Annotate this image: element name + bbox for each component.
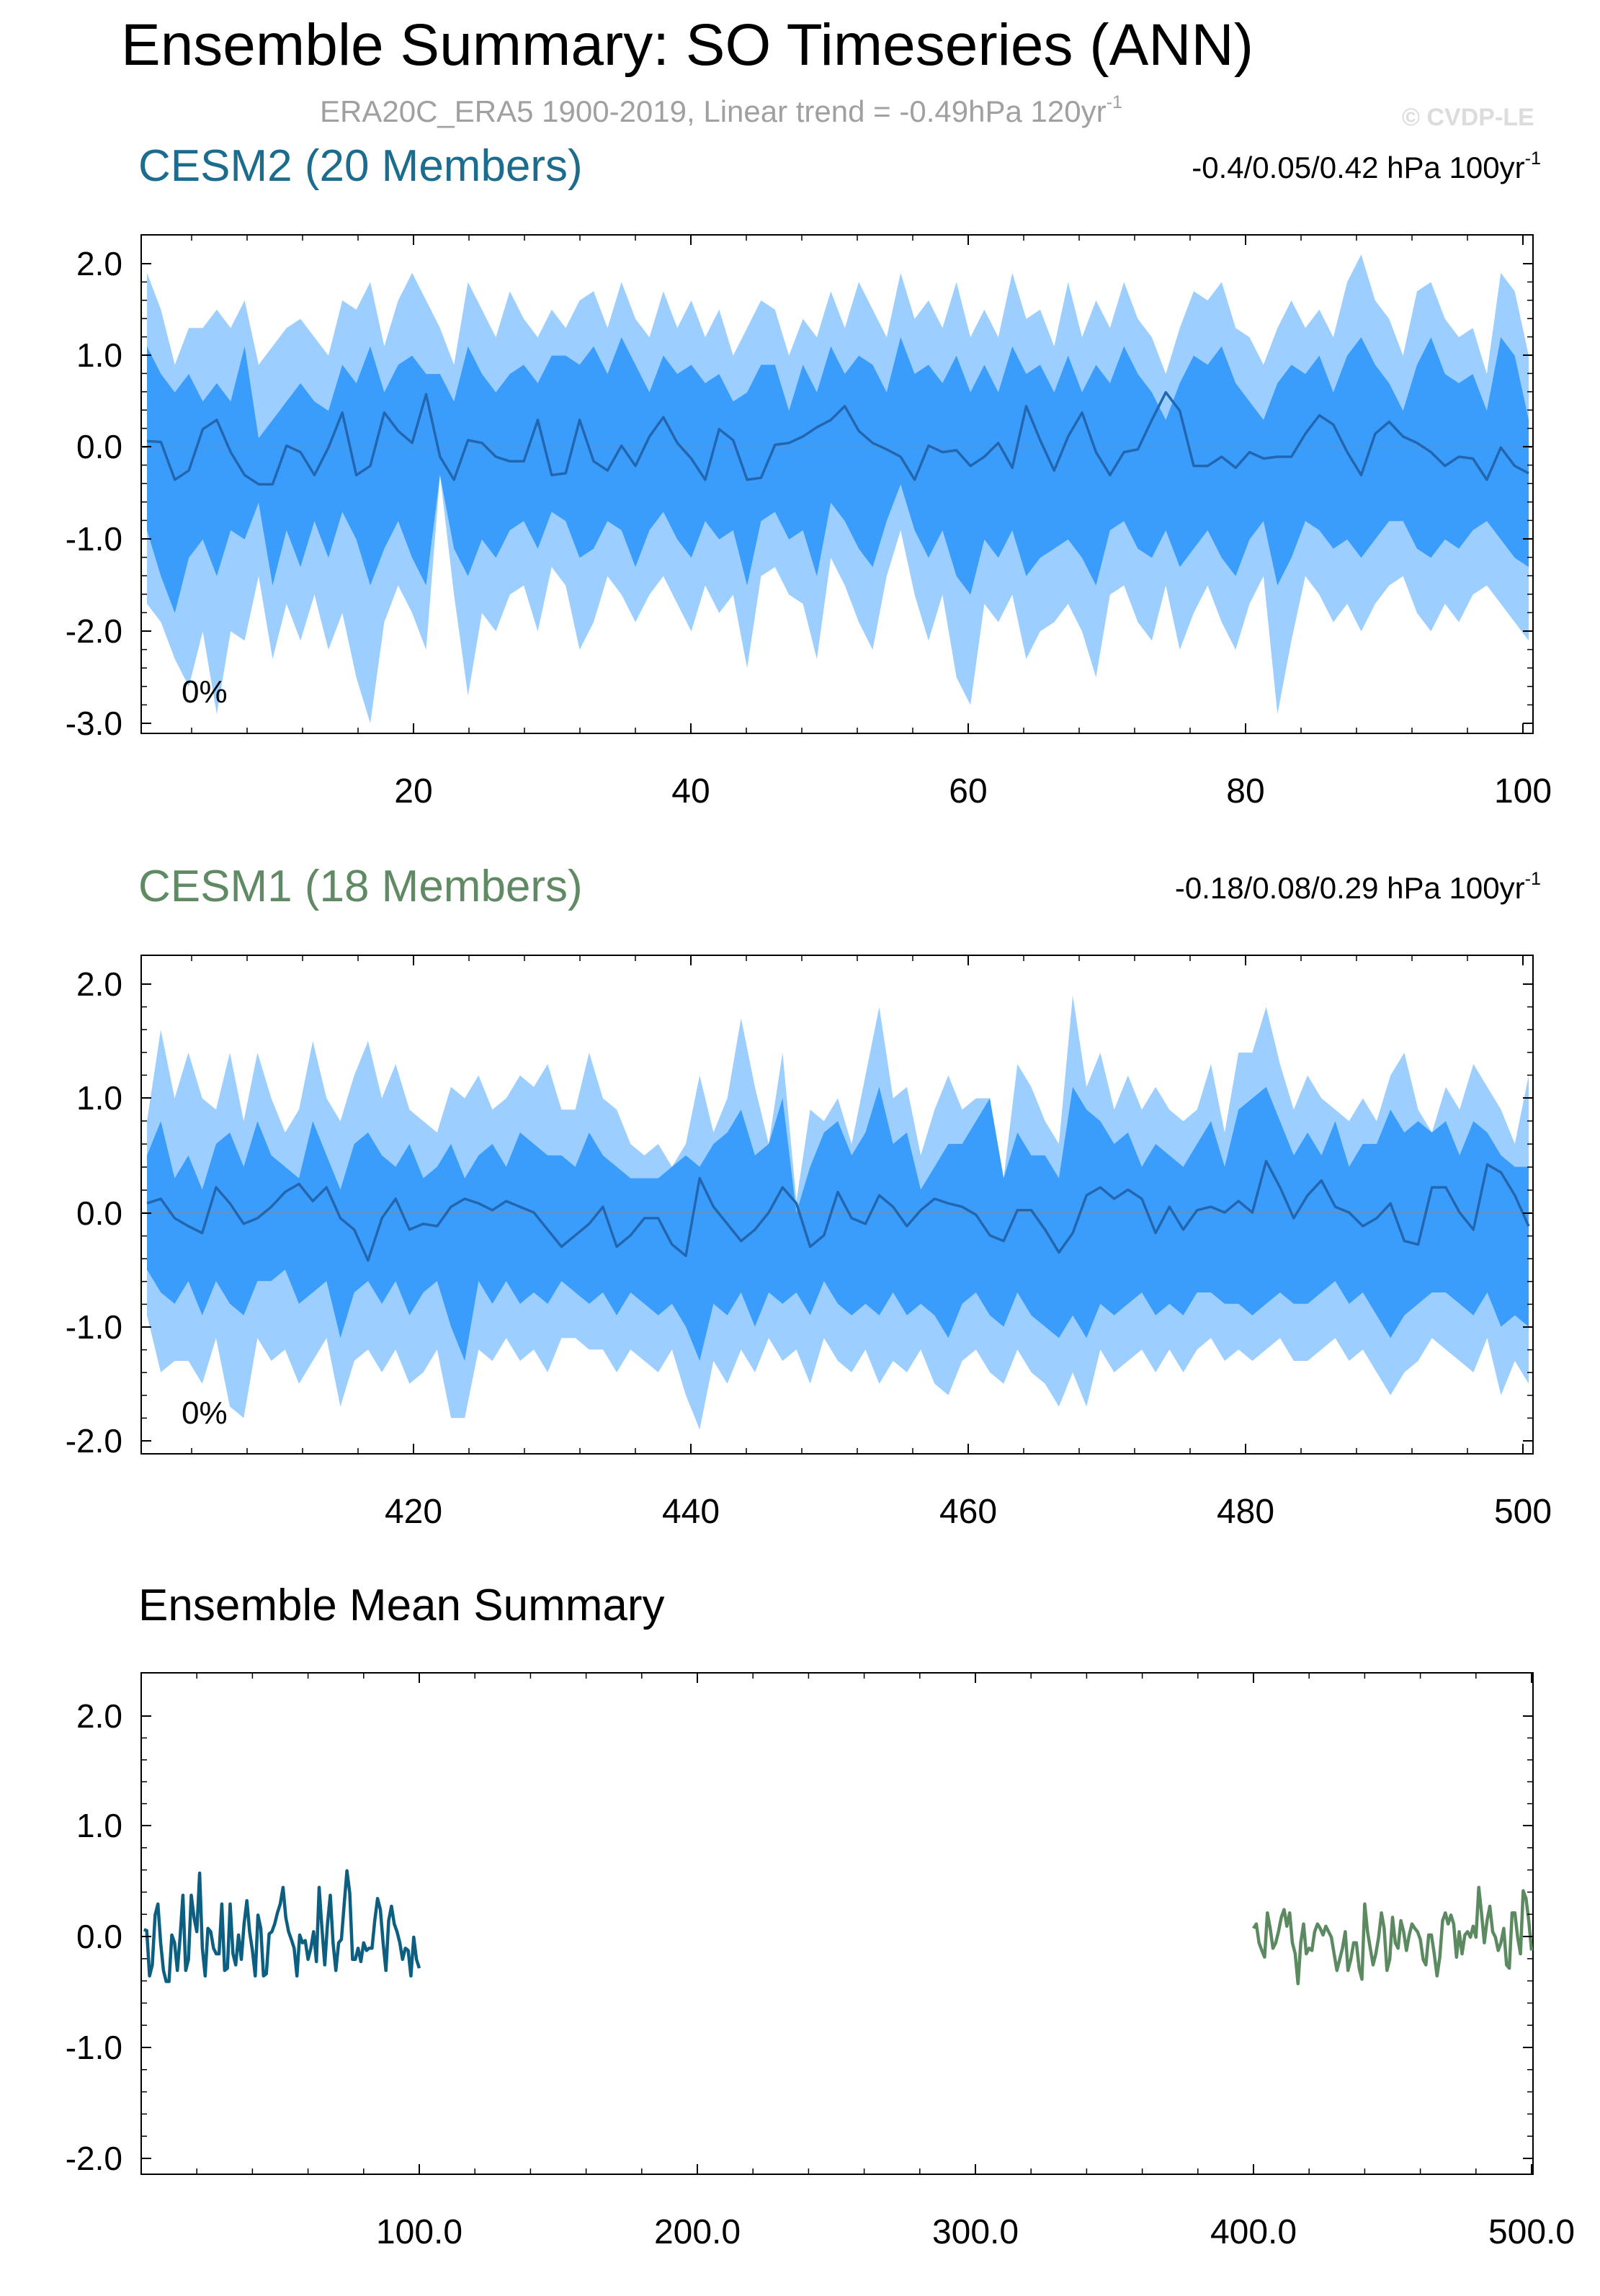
panel-1-mean-line	[146, 390, 1529, 486]
panel-2-trend: -0.18/0.08/0.29 hPa 100yr-1	[1174, 870, 1541, 905]
y-tick-label: 0.0	[76, 428, 122, 465]
panel-2-plot	[140, 955, 1534, 1455]
y-tick-label: 1.0	[76, 336, 122, 374]
y-tick-label: 1.0	[76, 1079, 122, 1117]
x-tick-label: 300.0	[932, 2213, 1019, 2251]
x-tick-label: 20	[394, 772, 432, 810]
panel-2-title: CESM1 (18 Members)	[138, 862, 583, 911]
x-tick-label: 100	[1494, 772, 1552, 810]
x-tick-label: 440	[662, 1493, 720, 1531]
panel-3-title: Ensemble Mean Summary	[138, 1581, 665, 1630]
panel-1-trend-text: -0.4/0.05/0.42 hPa 100yr	[1192, 151, 1525, 184]
x-tick-label: 100.0	[376, 2213, 462, 2251]
panel-1-trend: -0.4/0.05/0.42 hPa 100yr-1	[1192, 150, 1541, 184]
cesm2-mean-line	[143, 1869, 421, 1983]
panel-1-trend-superscript: -1	[1524, 148, 1541, 169]
panel-1-title: CESM2 (20 Members)	[138, 141, 583, 191]
panel-2-annotation: 0%	[182, 1395, 228, 1431]
x-tick-label: 420	[385, 1493, 442, 1531]
panel-1-axes	[141, 235, 1533, 733]
y-tick-label: -1.0	[66, 1308, 122, 1346]
y-tick-label: -2.0	[66, 612, 122, 650]
y-tick-label: 2.0	[76, 965, 122, 1003]
panel-1-annotation: 0%	[182, 674, 228, 710]
x-tick-label: 60	[949, 772, 987, 810]
y-tick-label: 1.0	[76, 1807, 122, 1844]
y-tick-label: -1.0	[66, 2029, 122, 2066]
x-tick-label: 480	[1217, 1493, 1274, 1531]
x-tick-label: 40	[671, 772, 710, 810]
x-tick-label: 400.0	[1210, 2213, 1297, 2251]
panel-2-trend-superscript: -1	[1524, 869, 1541, 890]
cesm1-mean-line	[1252, 1885, 1534, 1985]
y-tick-label: -3.0	[66, 705, 122, 742]
y-tick-label: -1.0	[66, 520, 122, 558]
y-tick-label: 0.0	[76, 1194, 122, 1232]
panel-1-inner-band	[147, 337, 1529, 613]
page-title: Ensemble Summary: SO Timeseries (ANN)	[121, 12, 1254, 78]
x-tick-label: 200.0	[654, 2213, 741, 2251]
y-tick-label: -2.0	[66, 1422, 122, 1460]
x-tick-label: 460	[939, 1493, 997, 1531]
y-tick-label: 2.0	[76, 1697, 122, 1735]
y-tick-label: -2.0	[66, 2140, 122, 2177]
y-tick-label: 0.0	[76, 1918, 122, 1955]
subtitle-superscript: -1	[1106, 92, 1122, 113]
panel-1-plot	[140, 234, 1534, 734]
panel-3-plot	[140, 1672, 1534, 2175]
x-tick-label: 80	[1226, 772, 1264, 810]
watermark: © CVDP-LE	[1402, 104, 1534, 131]
y-tick-label: 2.0	[76, 245, 122, 282]
panel-2-mean-line	[146, 1159, 1530, 1262]
x-tick-label: 500	[1494, 1493, 1552, 1531]
subtitle-text: ERA20C_ERA5 1900-2019, Linear trend = -0…	[320, 94, 1107, 128]
panel-3-axes	[140, 1673, 1533, 2174]
panel-2-trend-text: -0.18/0.08/0.29 hPa 100yr	[1174, 871, 1525, 905]
panel-2-axes	[141, 955, 1533, 1454]
subtitle: ERA20C_ERA5 1900-2019, Linear trend = -0…	[320, 94, 1122, 128]
x-tick-label: 500.0	[1488, 2213, 1575, 2251]
panel-2-inner-band	[147, 1086, 1529, 1361]
